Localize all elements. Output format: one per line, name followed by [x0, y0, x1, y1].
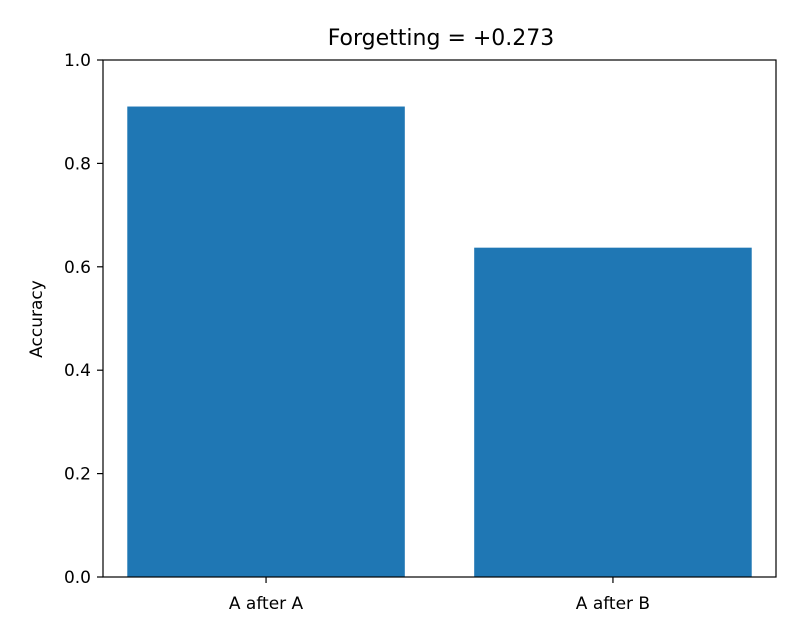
y-axis-title: Accuracy — [27, 280, 47, 358]
x-tick-label: A after B — [576, 594, 650, 614]
x-axis-ticks: A after A A after B — [229, 577, 650, 614]
x-tick-label: A after A — [229, 594, 304, 614]
y-tick-label: 0.4 — [64, 361, 91, 381]
y-tick-label: 1.0 — [64, 51, 91, 71]
bars-layer — [127, 106, 752, 577]
y-axis-ticks: 0.0 0.2 0.4 0.6 0.8 1.0 — [64, 51, 103, 588]
bar-1 — [127, 106, 405, 577]
y-tick-label: 0.2 — [64, 465, 91, 485]
y-tick-label: 0.0 — [64, 568, 91, 588]
chart-title: Forgetting = +0.273 — [328, 26, 555, 51]
y-tick-label: 0.8 — [64, 154, 91, 174]
y-tick-label: 0.6 — [64, 258, 91, 278]
plot-area-frame — [102, 59, 777, 578]
bar-2 — [474, 247, 752, 577]
